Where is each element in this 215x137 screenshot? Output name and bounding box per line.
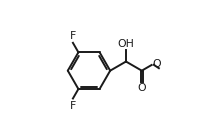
Text: OH: OH [118, 39, 134, 49]
Text: F: F [70, 31, 76, 41]
Text: O: O [137, 83, 146, 93]
Text: F: F [70, 101, 76, 111]
Text: O: O [152, 59, 161, 69]
